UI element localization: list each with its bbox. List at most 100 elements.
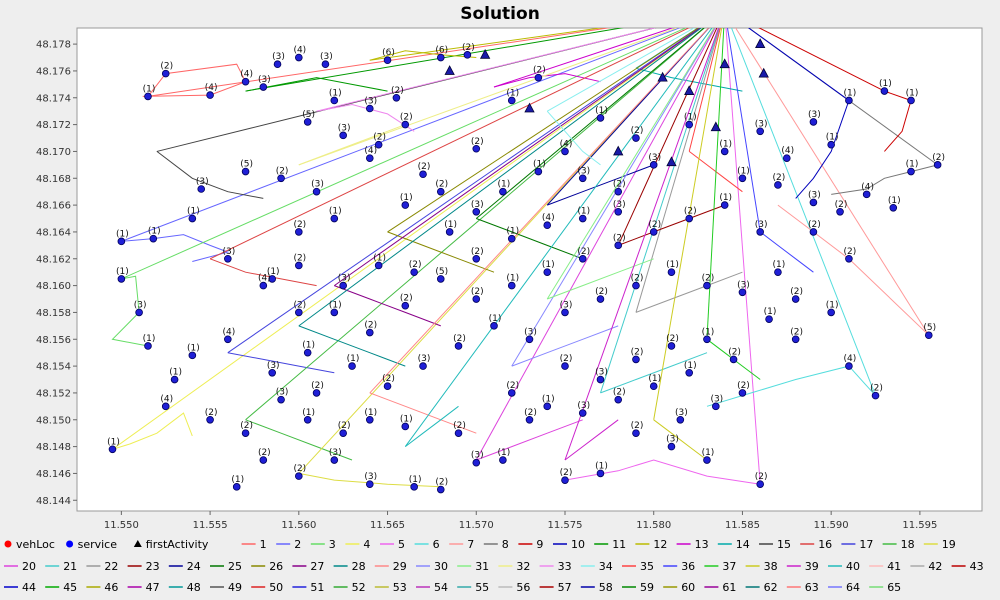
service-point-label: (2) [684,207,697,217]
service-point-label: (2) [737,381,750,391]
service-point [561,362,569,370]
legend-label-5: 5 [398,538,405,551]
service-point [144,342,152,350]
route-13-start-line [493,28,674,88]
service-point [507,281,516,290]
service-point-label: (1) [329,88,342,98]
legend-label-2: 2 [294,538,301,551]
service-point-label: (4) [240,70,253,80]
route-34-line [546,110,601,166]
route-17-line [227,352,335,374]
service-point-label: (2) [773,173,786,183]
service-point [197,185,206,193]
legend-label-38: 38 [764,560,778,573]
service-point-label: (2) [577,247,590,257]
service-point-label: (1) [148,227,161,237]
y-tick-label: 48.156 [36,335,71,346]
service-point-label: (4) [844,354,857,364]
service-point [809,198,818,207]
service-point-label: (2) [293,220,306,230]
service-point-label: (2) [364,321,377,331]
route-33-start-line [316,28,657,112]
route-24-line [547,164,654,206]
y-tick-label: 48.154 [36,362,71,373]
legend-label-18: 18 [901,538,915,551]
service-point [907,167,915,176]
service-point [472,254,481,263]
service-point-label: (1) [364,408,377,418]
service-point [596,375,605,384]
service-point [339,131,347,140]
service-point [224,254,232,263]
route-12-line [369,50,477,61]
route-36-line [759,231,814,273]
x-tick-label: 11.550 [104,520,139,531]
service-point-label: (4) [205,83,218,93]
service-point-label: (1) [595,106,608,116]
service-point [330,96,339,105]
legend-label-12: 12 [653,538,667,551]
x-tick-label: 11.565 [370,520,405,531]
legend-label-34: 34 [599,560,613,573]
service-point-label: (2) [648,220,661,230]
service-point [241,429,250,437]
service-point [543,221,552,230]
service-point [765,315,773,323]
route-22-start-line [635,28,721,313]
service-point [117,275,126,283]
service-point-label: (2) [471,247,484,257]
service-point [436,53,445,62]
service-point [774,268,782,276]
service-point [490,322,498,330]
service-point [703,335,711,344]
service-point-label: (1) [826,300,839,310]
service-point [667,442,676,451]
service-point [649,382,658,391]
service-point [321,60,330,69]
y-tick-label: 48.162 [36,254,71,265]
service-point [472,208,481,216]
legend-marker-firstActivity [133,540,142,547]
x-tick-label: 11.595 [902,520,937,531]
service-point-label: (1) [329,300,342,310]
legend-label-11: 11 [612,538,626,551]
legend-label-42: 42 [928,560,942,573]
service-point-label: (1) [302,341,315,351]
x-tick-label: 11.555 [193,520,228,531]
service-point-label: (2) [160,62,173,72]
service-point [268,275,276,283]
x-tick-label: 11.560 [281,520,316,531]
service-point [525,335,534,344]
service-point-label: (1) [773,260,786,270]
service-point [374,140,383,149]
service-point-label: (3) [755,119,768,129]
legend-label-17: 17 [859,538,873,551]
legend-label-35: 35 [640,560,654,573]
service-point-label: (2) [435,180,448,190]
service-point [135,308,143,317]
service-point [170,375,179,384]
service-point-label: (2) [560,354,573,364]
service-point [933,161,942,169]
legend-label-23: 23 [146,560,160,573]
legend-label-46: 46 [104,581,118,594]
legend-label-7: 7 [467,538,474,551]
service-point [614,395,623,404]
service-point-label: (2) [870,384,883,394]
service-point [738,174,747,183]
route-12-start-line [369,28,604,61]
service-point-label: (3) [364,472,377,482]
service-point-label: (3) [524,327,537,337]
service-point [419,362,427,370]
service-point [295,53,303,62]
service-point [561,308,569,317]
service-point [339,281,347,290]
service-point-label: (2) [666,334,679,344]
service-point [295,472,303,480]
route-38-line [653,419,708,461]
service-point [463,51,472,59]
service-point-label: (1) [666,260,679,270]
service-point-label: (1) [826,133,839,143]
legend: vehLoc service firstActivity 1 2 3 4 5 6 7 8 9 10 11 1… [4,538,984,594]
service-point [268,369,276,377]
